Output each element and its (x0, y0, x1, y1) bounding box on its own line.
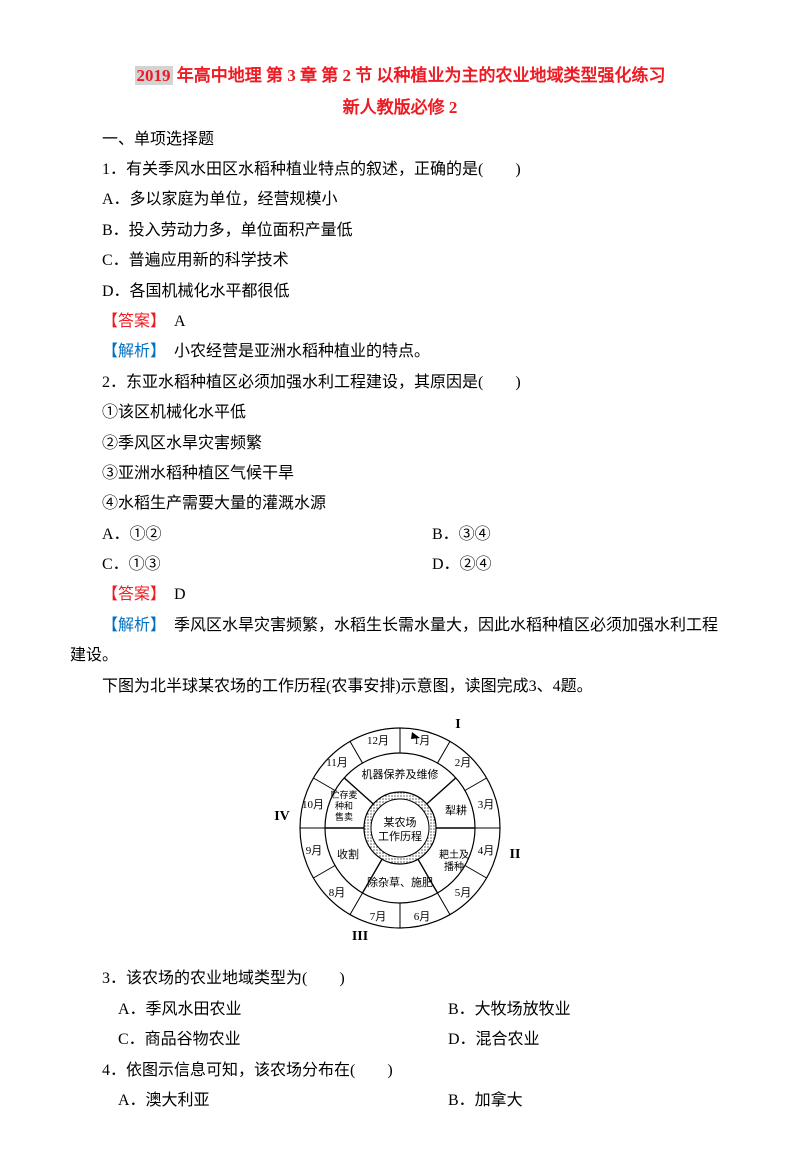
section-heading: 一、单项选择题 (70, 125, 730, 155)
q3-options-row1: A．季风水田农业 B．大牧场放牧业 (70, 995, 730, 1025)
svg-text:3月: 3月 (478, 799, 495, 811)
farm-calendar-diagram: 1月 2月 3月 4月 5月 6月 7月 8月 9月 10月 11月 12月 I… (70, 710, 730, 956)
answer-value: D (158, 586, 186, 603)
svg-text:6月: 6月 (414, 911, 431, 923)
figure-intro: 下图为北半球某农场的工作历程(农事安排)示意图，读图完成3、4题。 (70, 672, 730, 702)
svg-text:贮存麦: 贮存麦 (330, 789, 357, 800)
svg-text:机器保养及维修: 机器保养及维修 (362, 767, 439, 781)
svg-text:2月: 2月 (455, 757, 472, 769)
svg-text:售卖: 售卖 (335, 811, 353, 822)
svg-text:收割: 收割 (337, 847, 359, 861)
svg-text:播种: 播种 (444, 860, 464, 873)
q2-cond-4: ④水稻生产需要大量的灌溉水源 (70, 489, 730, 519)
q3-options-row2: C．商品谷物农业 D．混合农业 (70, 1025, 730, 1055)
q3-stem: 3．该农场的农业地域类型为( ) (70, 964, 730, 994)
q2-answer: 【答案】 D (70, 580, 730, 610)
answer-label: 【答案】 (102, 586, 158, 603)
svg-text:11月: 11月 (326, 757, 348, 769)
q4-option-a: A．澳大利亚 (70, 1086, 400, 1116)
svg-text:III: III (352, 929, 368, 944)
q4-stem: 4．依图示信息可知，该农场分布在( ) (70, 1056, 730, 1086)
q3-option-a: A．季风水田农业 (70, 995, 400, 1025)
q2-cond-2: ②季风区水旱灾害频繁 (70, 429, 730, 459)
q1-analysis: 【解析】 小农经营是亚洲水稻种植业的特点。 (70, 337, 730, 367)
svg-text:耙土及: 耙土及 (439, 848, 469, 861)
q2-option-d: D．②④ (400, 550, 730, 580)
q3-option-c: C．商品谷物农业 (70, 1025, 400, 1055)
svg-text:II: II (510, 847, 521, 862)
q1-stem: 1．有关季风水田区水稻种植业特点的叙述，正确的是( ) (70, 155, 730, 185)
analysis-label: 【解析】 (102, 343, 158, 360)
svg-text:除杂草、施肥: 除杂草、施肥 (367, 875, 433, 889)
q2-option-c: C．①③ (70, 550, 400, 580)
svg-text:工作历程: 工作历程 (378, 830, 422, 843)
q2-cond-3: ③亚洲水稻种植区气候干旱 (70, 459, 730, 489)
q2-cond-1: ①该区机械化水平低 (70, 398, 730, 428)
svg-text:4月: 4月 (478, 845, 495, 857)
q3-option-b: B．大牧场放牧业 (400, 995, 730, 1025)
q2-options-row2: C．①③ D．②④ (70, 550, 730, 580)
svg-text:12月: 12月 (367, 735, 389, 747)
q2-option-a: A．①② (70, 520, 400, 550)
svg-text:IV: IV (274, 809, 290, 824)
analysis-text: 季风区水旱灾害频繁，水稻生长需水量大，因此水稻种植区必须加强水利工程建设。 (70, 617, 718, 664)
svg-text:10月: 10月 (302, 799, 324, 811)
q2-option-b: B．③④ (400, 520, 730, 550)
q4-options-row1: A．澳大利亚 B．加拿大 (70, 1086, 730, 1116)
title-prefix: 2019 年高中地理 第 3 章 第 2 节 以种植业为主的农业地域类型强化练习 (135, 66, 666, 85)
q1-option-b: B．投入劳动力多，单位面积产量低 (70, 216, 730, 246)
svg-text:9月: 9月 (306, 845, 323, 857)
answer-label: 【答案】 (102, 313, 158, 330)
doc-title-line2: 新人教版必修 2 (70, 92, 730, 124)
analysis-text: 小农经营是亚洲水稻种植业的特点。 (158, 343, 430, 360)
answer-value: A (158, 313, 186, 330)
q2-options-row1: A．①② B．③④ (70, 520, 730, 550)
svg-text:I: I (455, 717, 460, 732)
q2-stem: 2．东亚水稻种植区必须加强水利工程建设，其原因是( ) (70, 368, 730, 398)
q1-option-d: D．各国机械化水平都很低 (70, 277, 730, 307)
q1-answer: 【答案】 A (70, 307, 730, 337)
svg-text:种和: 种和 (335, 800, 353, 811)
analysis-label: 【解析】 (102, 617, 158, 634)
svg-text:8月: 8月 (329, 887, 346, 899)
q3-option-d: D．混合农业 (400, 1025, 730, 1055)
svg-text:5月: 5月 (455, 887, 472, 899)
svg-text:某农场: 某农场 (384, 815, 417, 829)
doc-title-line1: 2019 年高中地理 第 3 章 第 2 节 以种植业为主的农业地域类型强化练习 (70, 60, 730, 92)
q4-option-b: B．加拿大 (400, 1086, 730, 1116)
q1-option-a: A．多以家庭为单位，经营规模小 (70, 185, 730, 215)
svg-text:7月: 7月 (370, 911, 387, 923)
svg-text:犁耕: 犁耕 (445, 803, 467, 817)
q1-option-c: C．普遍应用新的科学技术 (70, 246, 730, 276)
q2-analysis: 【解析】 季风区水旱灾害频繁，水稻生长需水量大，因此水稻种植区必须加强水利工程建… (70, 611, 730, 672)
